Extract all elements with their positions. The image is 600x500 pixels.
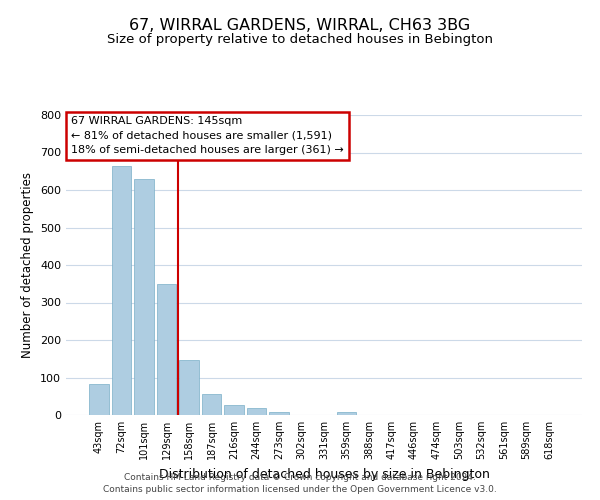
Y-axis label: Number of detached properties: Number of detached properties — [22, 172, 34, 358]
Text: 67, WIRRAL GARDENS, WIRRAL, CH63 3BG: 67, WIRRAL GARDENS, WIRRAL, CH63 3BG — [130, 18, 470, 32]
Bar — [202, 394, 221, 415]
Bar — [89, 384, 109, 415]
Text: Size of property relative to detached houses in Bebington: Size of property relative to detached ho… — [107, 32, 493, 46]
Bar — [224, 405, 244, 415]
Bar — [269, 412, 289, 415]
Text: Contains HM Land Registry data © Crown copyright and database right 2024.: Contains HM Land Registry data © Crown c… — [124, 473, 476, 482]
Bar — [247, 408, 266, 415]
Bar — [134, 179, 154, 415]
Bar — [157, 284, 176, 415]
Bar — [337, 412, 356, 415]
Text: Contains public sector information licensed under the Open Government Licence v3: Contains public sector information licen… — [103, 486, 497, 494]
Bar — [112, 166, 131, 415]
X-axis label: Distribution of detached houses by size in Bebington: Distribution of detached houses by size … — [158, 468, 490, 480]
Bar — [179, 360, 199, 415]
Text: 67 WIRRAL GARDENS: 145sqm
← 81% of detached houses are smaller (1,591)
18% of se: 67 WIRRAL GARDENS: 145sqm ← 81% of detac… — [71, 116, 344, 156]
